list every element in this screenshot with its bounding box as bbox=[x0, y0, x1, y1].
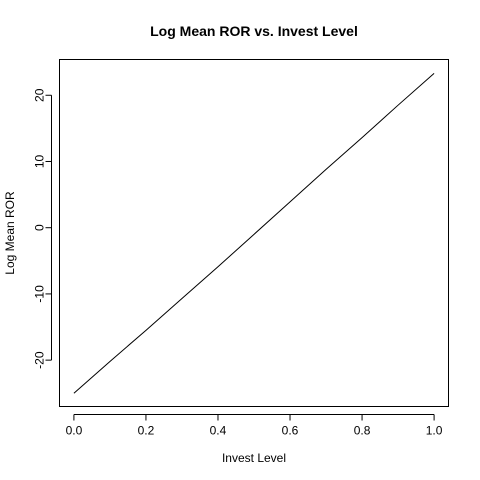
series-layer bbox=[73, 73, 435, 394]
x-tick-label: 0.8 bbox=[354, 424, 371, 438]
y-tick-label: 10 bbox=[33, 154, 47, 168]
y-tick-label: 0 bbox=[33, 224, 47, 231]
y-tick-label: -10 bbox=[33, 285, 47, 303]
x-tick-label: 0.6 bbox=[282, 424, 299, 438]
chart-title: Log Mean ROR vs. Invest Level bbox=[150, 23, 358, 39]
y-axis: -20 -10 0 10 20 bbox=[33, 88, 52, 369]
x-axis: 0.0 0.2 0.4 0.6 0.8 1.0 bbox=[66, 414, 443, 438]
y-tick-label: -20 bbox=[33, 351, 47, 369]
x-tick-label: 0.0 bbox=[66, 424, 83, 438]
y-axis-label: Log Mean ROR bbox=[3, 191, 17, 275]
x-tick-label: 0.4 bbox=[210, 424, 227, 438]
x-axis-label: Invest Level bbox=[222, 451, 286, 465]
x-tick-label: 1.0 bbox=[426, 424, 443, 438]
x-tick-label: 0.2 bbox=[138, 424, 155, 438]
plot-frame bbox=[59, 59, 449, 407]
y-tick-label: 20 bbox=[33, 88, 47, 102]
series-line bbox=[73, 73, 435, 394]
